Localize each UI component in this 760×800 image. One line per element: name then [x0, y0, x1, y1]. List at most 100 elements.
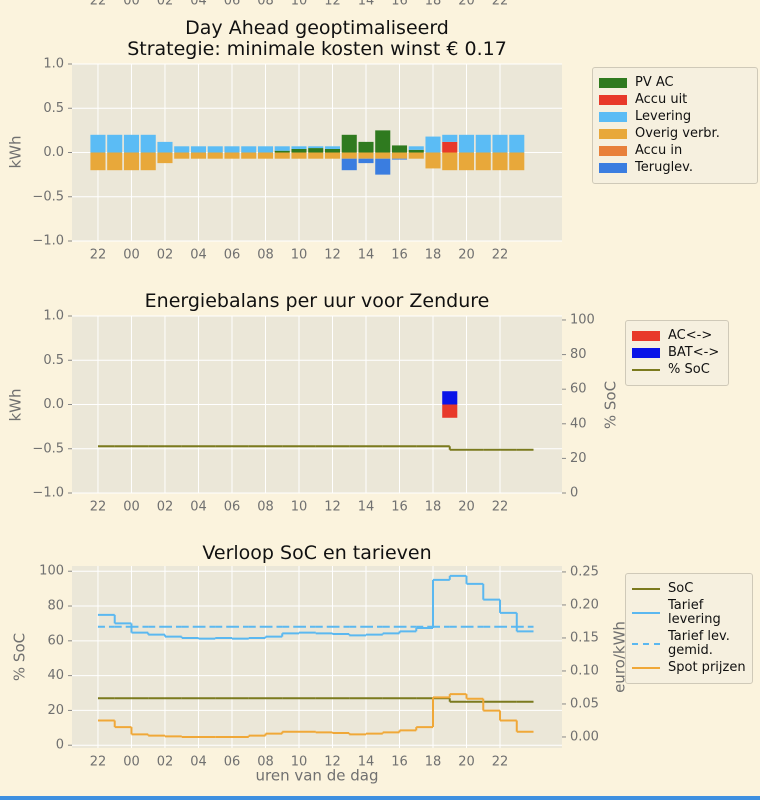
- bar: [123, 152, 140, 171]
- x-tick-label: 16: [391, 248, 408, 263]
- x-tick-label: 22: [492, 755, 509, 770]
- bar: [458, 152, 475, 171]
- chart-title: Energiebalans per uur voor Zendure: [144, 290, 490, 312]
- legend-entry: Overig verbr.: [599, 127, 751, 141]
- fragment-tick-label: 06: [224, 0, 241, 9]
- bar: [492, 152, 508, 171]
- y2-tick-label: 40: [570, 416, 587, 431]
- bar: [425, 136, 441, 153]
- bar: [207, 152, 223, 159]
- bar: [157, 152, 173, 164]
- bar: [274, 150, 290, 153]
- y2-tick-label: 0.10: [570, 663, 599, 678]
- legend-label: Overig verbr.: [635, 126, 720, 141]
- x-tick-label: 20: [458, 500, 475, 515]
- x-tick-label: 14: [358, 500, 375, 515]
- bar: [308, 152, 324, 159]
- fragment-tick-label: 10: [291, 0, 308, 9]
- fragment-tick-label: 20: [458, 0, 475, 9]
- legend-label: SoC: [668, 581, 694, 596]
- y-tick-label: −1.0: [32, 486, 64, 501]
- x-tick-label: 22: [90, 755, 107, 770]
- bar: [475, 134, 491, 153]
- y2-tick-label: 0.25: [570, 564, 599, 579]
- legend-label: BAT<->: [668, 345, 720, 360]
- x-tick-label: 14: [358, 755, 375, 770]
- x-tick-label: 00: [123, 500, 140, 515]
- bar: [174, 152, 190, 159]
- y2-tick-label: 0: [570, 486, 578, 501]
- x-tick-label: 20: [458, 248, 475, 263]
- bar: [492, 134, 508, 153]
- legend-swatch: [632, 331, 660, 341]
- y2-tick-label: 60: [570, 382, 587, 397]
- y-tick-label: 1.0: [43, 57, 64, 72]
- bar: [224, 152, 240, 159]
- x-tick-label: 02: [157, 248, 174, 263]
- step-line: [97, 693, 534, 738]
- x-tick-label: 02: [157, 500, 174, 515]
- bar: [458, 134, 475, 153]
- bar: [442, 152, 458, 171]
- bar: [257, 146, 274, 153]
- fragment-tick-label: 08: [257, 0, 274, 9]
- bar: [375, 130, 391, 153]
- legend-entry: % SoC: [632, 363, 722, 377]
- legend-label: Tarief lev. gemid.: [668, 629, 730, 658]
- x-tick-label: 14: [358, 248, 375, 263]
- fragment-tick-label: 16: [391, 0, 408, 9]
- fragment-tick-label: 22: [90, 0, 107, 9]
- legend-label: Teruglev.: [635, 160, 693, 175]
- y2-tick-label: 0.15: [570, 630, 599, 645]
- bar: [509, 134, 525, 153]
- legend-label: Spot prijzen: [668, 660, 746, 675]
- bar: [375, 152, 391, 159]
- bar: [425, 152, 441, 169]
- legend: SoC Tarief levering Tarief lev. gemid. Spot…: [625, 573, 753, 684]
- bar: [308, 148, 324, 153]
- legend-swatch: [599, 129, 627, 139]
- x-tick-label: 10: [291, 500, 308, 515]
- x-tick-label: 12: [324, 755, 341, 770]
- bar: [174, 146, 190, 153]
- bar: [391, 145, 408, 153]
- chart-title: Verloop SoC en tarieven: [202, 542, 432, 564]
- legend-label: Accu in: [635, 143, 683, 158]
- x-tick-label: 10: [291, 755, 308, 770]
- fragment-tick-label: 00: [123, 0, 140, 9]
- chart-title: Day Ahead geoptimaliseerd Strategie: min…: [127, 17, 507, 60]
- y2-tick-label: 100: [570, 312, 595, 327]
- y2-tick-label: 0.00: [570, 729, 599, 744]
- y2-tick-label: 20: [570, 451, 587, 466]
- bar: [408, 149, 424, 153]
- y2-tick-label: 0.05: [570, 696, 599, 711]
- bar: [123, 134, 140, 153]
- bar: [224, 146, 240, 153]
- legend-entry: Accu in: [599, 144, 751, 158]
- legend-swatch: [632, 369, 660, 371]
- x-tick-label: 08: [257, 500, 274, 515]
- legend-swatch: [599, 146, 627, 156]
- y2-tick-label: 80: [570, 347, 587, 362]
- bar: [509, 152, 525, 171]
- fragment-tick-label: 22: [492, 0, 509, 9]
- legend-entry: Levering: [599, 110, 751, 124]
- y-tick-label: 20: [47, 703, 64, 718]
- x-tick-label: 06: [224, 248, 241, 263]
- bar: [442, 391, 458, 405]
- legend-label: PV AC: [635, 75, 674, 90]
- bar: [140, 152, 156, 171]
- plot-area: [72, 566, 562, 748]
- bar: [274, 152, 290, 159]
- legend-swatch: [632, 348, 660, 358]
- bar: [157, 141, 173, 153]
- bar: [90, 134, 106, 153]
- bar: [442, 404, 458, 418]
- y2-tick-label: 0.20: [570, 597, 599, 612]
- bar: [391, 152, 408, 159]
- legend-swatch: [599, 112, 627, 122]
- y-tick-label: 100: [39, 564, 64, 579]
- y2-axis-label: euro/kWh: [611, 621, 629, 693]
- y-tick-label: 0.5: [43, 353, 64, 368]
- x-tick-label: 22: [90, 248, 107, 263]
